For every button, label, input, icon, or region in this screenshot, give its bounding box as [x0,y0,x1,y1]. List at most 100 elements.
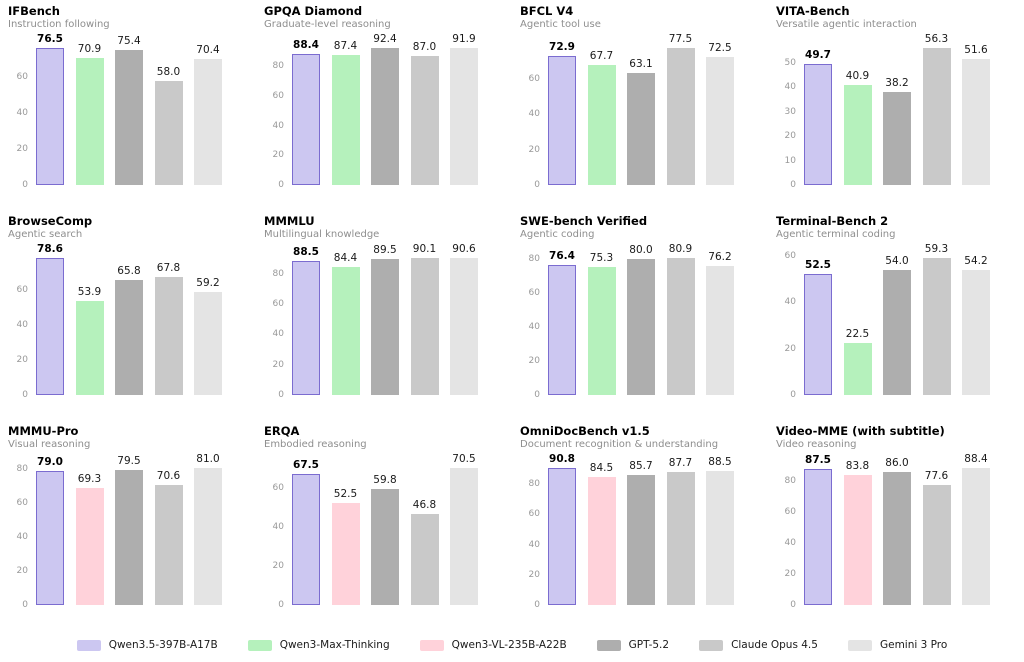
bars-area: 52.5 22.5 54.0 59.3 54.2 [804,243,990,395]
bar [883,472,911,605]
bar-value-label: 87.5 [805,454,831,466]
bar-column: 84.4 [331,252,360,395]
bar-column: 40.9 [843,45,872,185]
benchmark-chart: OmniDocBench v1.5 Document recognition & … [512,420,768,630]
bar [450,468,478,605]
chart-title: OmniDocBench v1.5 [520,424,650,438]
bar-value-label: 79.0 [37,456,63,468]
bar-column: 49.7 [804,45,832,185]
y-tick-label: 40 [16,108,28,119]
y-tick-label: 0 [22,180,28,190]
bar-value-label: 52.5 [805,259,831,271]
bar [587,267,616,395]
y-tick-label: 60 [16,72,28,83]
bar-column: 90.8 [548,453,576,605]
bar-column: 87.7 [666,457,695,605]
bar-column: 38.2 [883,45,911,185]
y-tick-label: 0 [278,180,284,190]
bar-column: 89.5 [371,244,399,395]
bar-column: 22.5 [843,255,872,395]
bar [194,59,222,185]
bars-area: 67.5 52.5 59.8 46.8 70.5 [292,453,478,605]
bar-column: 70.9 [75,43,104,185]
benchmark-chart: ERQA Embodied reasoning 0 20 40 60 67.5 52.5 59.… [256,420,512,630]
legend-label: Qwen3.5-397B-A17B [108,639,218,651]
y-tick-label: 40 [272,329,284,340]
bar-column: 80.0 [627,244,655,395]
chart-plot: 0 10 20 30 40 50 49.7 40.9 38.2 56.3 51.6 [785,33,990,190]
bar-value-label: 38.2 [885,77,909,89]
y-tick-label: 20 [784,568,796,579]
bar-value-label: 76.4 [549,250,575,262]
y-tick-label: 60 [16,285,28,296]
bars-area: 76.5 70.9 75.4 58.0 70.4 [36,33,222,185]
y-tick-label: 60 [784,251,796,262]
bar [36,258,64,395]
bar [331,55,360,185]
bar-value-label: 87.4 [333,40,358,52]
bar [154,485,183,605]
bar-value-label: 70.9 [77,43,102,55]
y-tick-label: 0 [534,390,540,400]
bar-value-label: 92.4 [373,33,397,45]
bar [706,266,734,395]
chart-plot: 0 20 40 60 76.5 70.9 75.4 58.0 70.4 [17,33,222,190]
bar [410,258,439,395]
bar-value-label: 70.4 [196,44,220,56]
bar-column: 87.5 [804,454,832,605]
bar [154,277,183,395]
y-tick-label: 0 [790,600,796,610]
bar-column: 72.5 [706,42,734,185]
bar-value-label: 78.6 [37,243,63,255]
bar-column: 70.5 [450,453,478,605]
bar-value-label: 70.6 [156,470,181,482]
bar-column: 59.8 [371,465,399,605]
y-tick-label: 60 [272,299,284,310]
y-tick-label: 60 [16,498,28,509]
bar-value-label: 80.0 [629,244,653,256]
bar [804,469,832,605]
bar [587,65,616,185]
chart-subtitle: Multilingual knowledge [264,229,380,240]
bar-value-label: 86.0 [885,457,909,469]
bars-area: 88.4 87.4 92.4 87.0 91.9 [292,33,478,185]
y-tick-label: 40 [784,297,796,308]
legend-item: Qwen3-Max-Thinking [247,639,390,651]
y-tick-label: 60 [272,483,284,494]
benchmark-chart: SWE-bench Verified Agentic coding 0 20 40 60 8… [512,210,768,420]
bar-column: 80.9 [666,243,695,395]
bar-value-label: 79.5 [117,455,141,467]
legend-label: Qwen3-VL-235B-A22B [451,639,567,651]
chart-plot: 0 20 40 60 80 88.5 84.4 89.5 90.1 90.6 [273,243,478,400]
y-tick-label: 60 [528,288,540,299]
bar-column: 87.4 [331,40,360,185]
bar-column: 85.7 [627,460,655,605]
y-tick-label: 0 [534,180,540,190]
bar [804,64,832,185]
y-tick-label: 40 [16,320,28,331]
bar [706,471,734,605]
bar-value-label: 67.7 [589,50,614,62]
chart-subtitle: Agentic tool use [520,19,601,30]
bar-value-label: 90.1 [412,243,437,255]
bar-column: 88.5 [292,246,320,395]
chart-plot: 0 20 40 60 67.5 52.5 59.8 46.8 70.5 [273,453,478,610]
bars-area: 72.9 67.7 63.1 77.5 72.5 [548,33,734,185]
y-tick-label: 0 [22,390,28,400]
legend-label: GPT-5.2 [628,639,670,651]
bar [331,503,360,605]
bars-area: 88.5 84.4 89.5 90.1 90.6 [292,243,478,395]
chart-plot: 0 20 40 60 80 87.5 83.8 86.0 77.6 88.4 [785,453,990,610]
legend-label: Gemini 3 Pro [879,639,948,651]
bar [843,343,872,395]
y-tick-label: 40 [16,532,28,543]
bar-value-label: 89.5 [373,244,397,256]
benchmark-chart: GPQA Diamond Graduate-level reasoning 0 20 4… [256,0,512,210]
bar [410,514,439,605]
bar-column: 88.4 [292,39,320,185]
bar-value-label: 80.9 [668,243,693,255]
chart-subtitle: Embodied reasoning [264,439,367,450]
bar [922,258,951,395]
y-tick-label: 80 [16,464,28,475]
